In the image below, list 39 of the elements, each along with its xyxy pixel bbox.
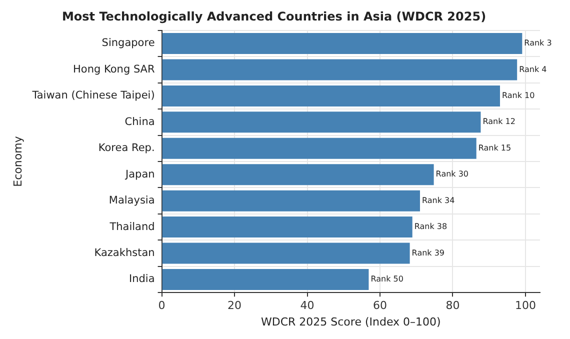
y-axis-title: Economy <box>11 136 24 187</box>
x-tick-label: 0 <box>158 299 166 312</box>
y-tick-label: Hong Kong SAR <box>73 63 155 76</box>
data-label: Rank 15 <box>478 143 512 152</box>
data-label: Rank 30 <box>436 170 469 179</box>
y-tick-label: Thailand <box>108 220 155 233</box>
x-tick-label: 40 <box>300 299 314 312</box>
data-label: Rank 39 <box>412 248 445 258</box>
y-tick-label: Japan <box>124 168 155 180</box>
x-tick-label: 80 <box>446 299 460 312</box>
bar <box>162 216 412 238</box>
y-tick-label: Singapore <box>102 37 155 50</box>
data-label: Rank 10 <box>502 91 535 100</box>
y-tick-label: Malaysia <box>108 194 155 207</box>
x-tick-label: 100 <box>514 299 536 312</box>
bar <box>162 85 500 106</box>
bar <box>162 242 410 264</box>
chart-title: Most Technologically Advanced Countries in Asia (WDCR 2025) <box>62 9 486 24</box>
bar <box>162 190 420 212</box>
data-label: Rank 50 <box>370 274 404 284</box>
bar <box>162 164 434 186</box>
y-tick-label: India <box>129 273 155 286</box>
bar <box>162 138 476 159</box>
bar <box>162 269 369 290</box>
data-label: Rank 12 <box>482 117 516 126</box>
y-tick-label: Taiwan (Chinese Taipei) <box>31 90 155 102</box>
x-tick-label: 60 <box>372 299 387 312</box>
y-tick-label: Kazakhstan <box>94 247 155 260</box>
data-label: Rank 34 <box>422 196 455 205</box>
x-tick-label: 20 <box>228 299 242 312</box>
data-label: Rank 4 <box>519 64 547 74</box>
bar <box>162 59 518 80</box>
y-tick-label: China <box>124 116 155 128</box>
bar <box>162 112 481 133</box>
data-label: Rank 38 <box>414 222 448 232</box>
data-label: Rank 3 <box>524 38 552 48</box>
y-tick-label: Korea Rep. <box>98 142 155 154</box>
bar <box>162 33 522 54</box>
x-axis-title: WDCR 2025 Score (Index 0–100) <box>260 315 441 328</box>
